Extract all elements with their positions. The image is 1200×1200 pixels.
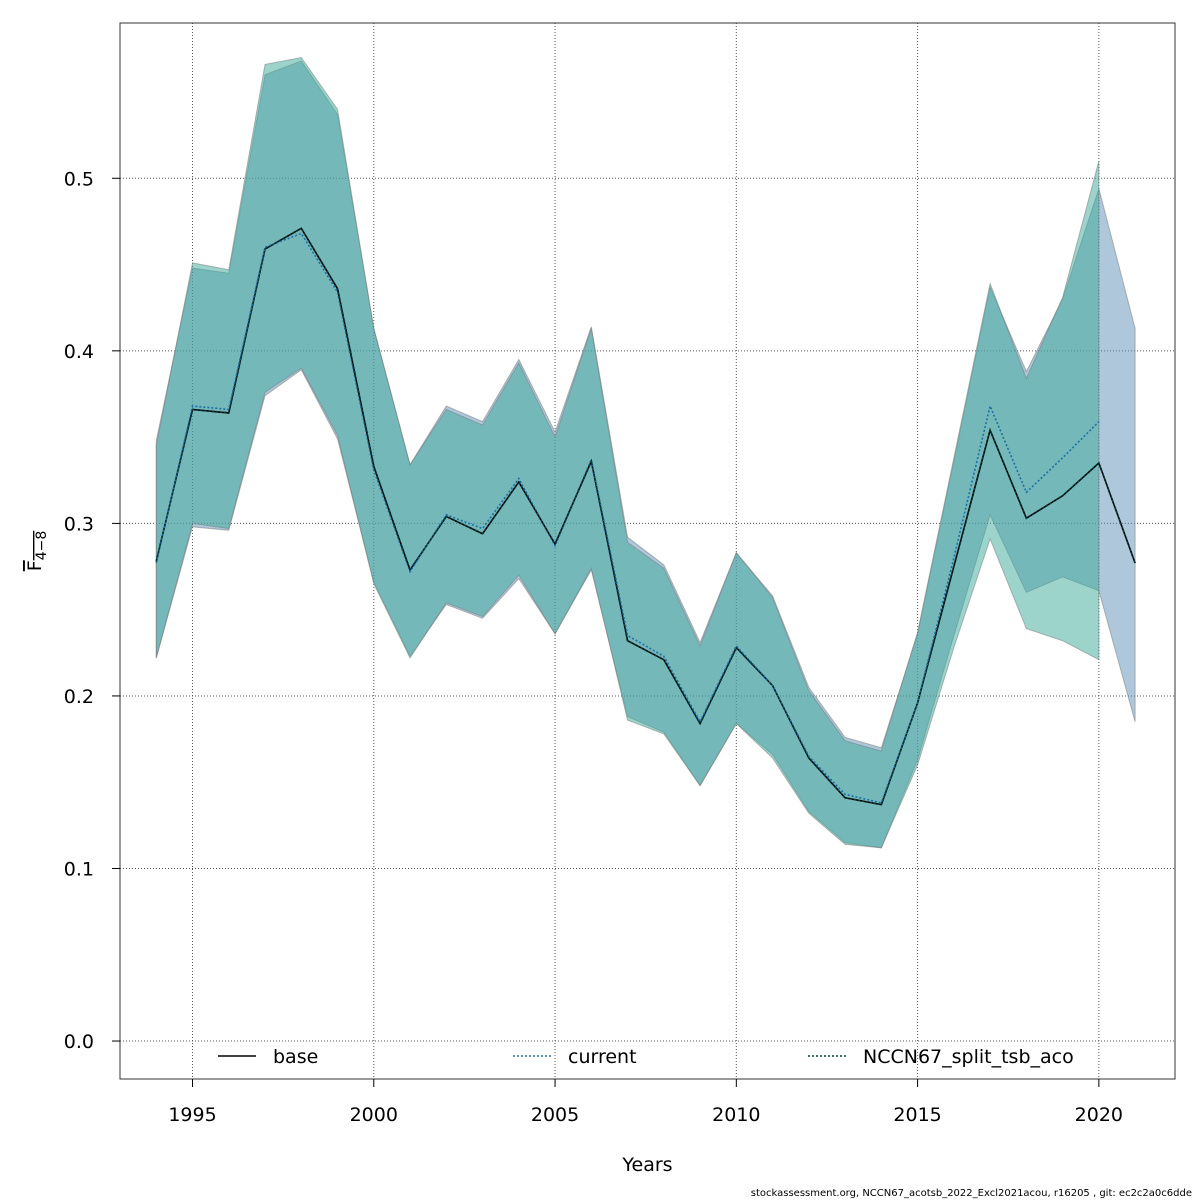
y-tick-label: 0.5 <box>64 168 94 190</box>
x-tick-label: 1995 <box>168 1104 216 1126</box>
legend: base current NCCN67_split_tsb_aco <box>218 1046 1074 1068</box>
y-tick-label: 0.3 <box>64 513 94 535</box>
footer-source: stockassessment.org, NCCN67_acotsb_2022_… <box>750 1188 1192 1199</box>
line-current <box>155 232 1100 804</box>
line-NCCN67_split_tsb_aco <box>155 227 1136 806</box>
plot-frame <box>119 22 1176 1080</box>
axes: 1995 2000 2005 2010 2015 2020 0.0 0.1 0.2 0.3 0.4 0… <box>64 168 1123 1126</box>
confidence-bands <box>155 56 1136 849</box>
y-axis-title: F4−8 <box>24 531 50 571</box>
y-axis-main: F <box>24 560 46 571</box>
x-tick-label: 2015 <box>893 1104 941 1126</box>
series-lines <box>155 227 1136 806</box>
band-current <box>155 56 1100 849</box>
x-tick-label: 2000 <box>350 1104 398 1126</box>
y-axis-subscript: 4−8 <box>34 531 50 561</box>
x-axis-title: Years <box>621 1154 672 1176</box>
y-tick-label: 0.4 <box>64 341 94 363</box>
x-tick-label: 2010 <box>712 1104 760 1126</box>
y-tick-label: 0.2 <box>64 686 94 708</box>
y-tick-label: 0.1 <box>64 858 94 880</box>
legend-label-NCCN67_split_tsb_aco: NCCN67_split_tsb_aco <box>863 1046 1074 1068</box>
x-tick-label: 2005 <box>531 1104 579 1126</box>
x-tick-label: 2020 <box>1075 1104 1123 1126</box>
legend-label-current: current <box>568 1046 637 1068</box>
y-tick-label: 0.0 <box>64 1031 94 1053</box>
legend-label-base: base <box>273 1046 318 1068</box>
y-axis-title-main: F4−8 <box>24 531 50 571</box>
